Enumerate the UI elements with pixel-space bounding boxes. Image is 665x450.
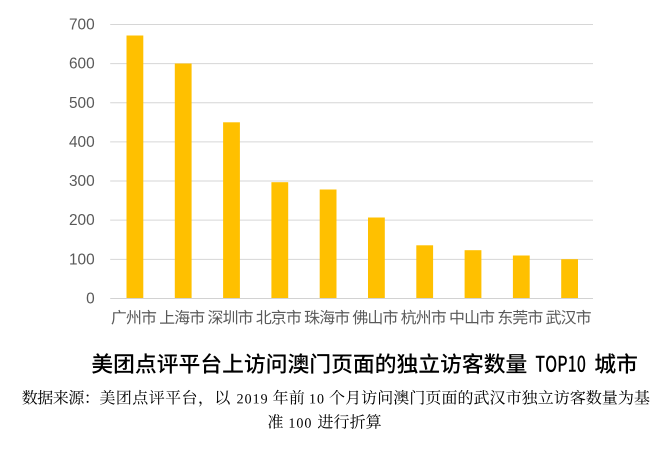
svg-text:200: 200: [69, 212, 95, 229]
svg-text:700: 700: [69, 17, 95, 34]
svg-text:500: 500: [69, 95, 95, 112]
svg-text:600: 600: [69, 56, 95, 73]
svg-text:400: 400: [69, 134, 95, 151]
svg-text:0: 0: [86, 291, 95, 308]
svg-text:300: 300: [69, 173, 95, 190]
svg-text:100: 100: [69, 251, 95, 268]
